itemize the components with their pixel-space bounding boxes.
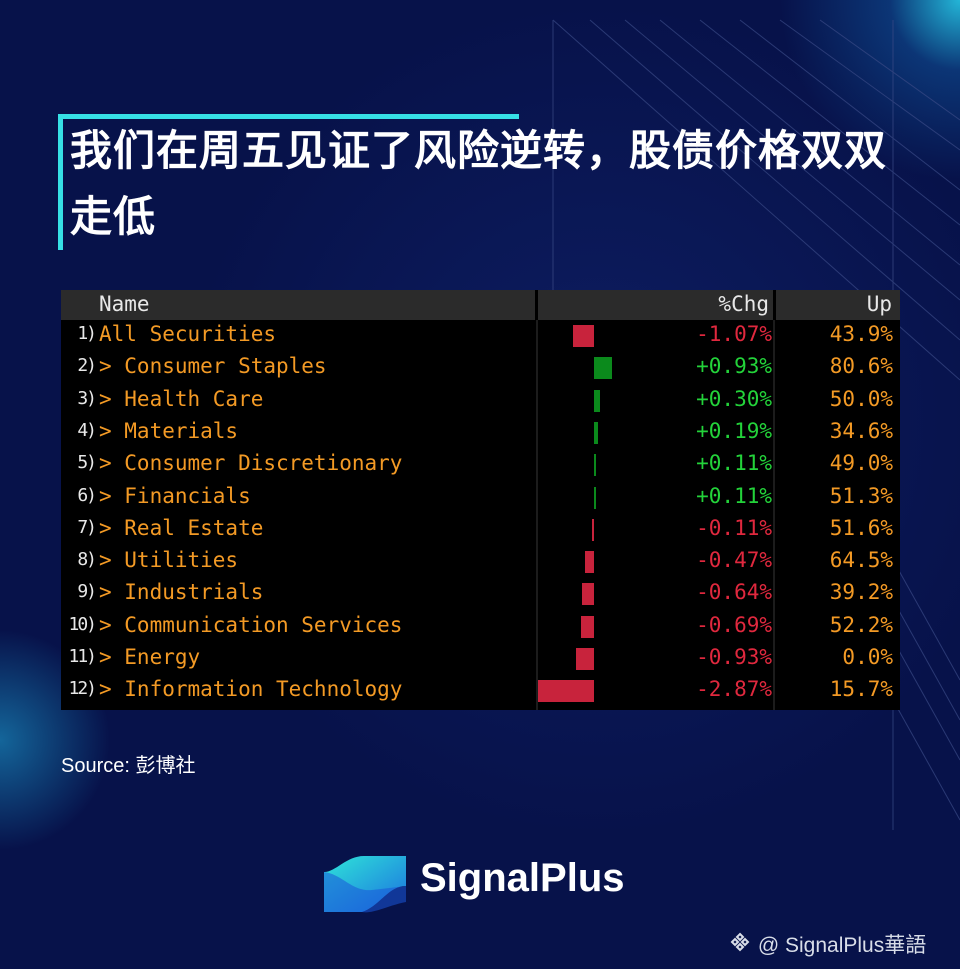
- change-bar: [581, 583, 594, 606]
- watermark-text: @ SignalPlus華語: [757, 934, 927, 957]
- row-number: 1): [77, 323, 97, 344]
- table-row[interactable]: 9) > Industrials -0.64% 39.2%: [61, 578, 900, 610]
- row-name: > Communication Services: [99, 612, 403, 637]
- row-up: 50.0%: [829, 386, 893, 411]
- row-change: -1.07%: [696, 322, 772, 346]
- row-up: 51.6%: [829, 515, 893, 540]
- change-bar: [573, 325, 594, 347]
- row-name: > Industrials: [99, 580, 264, 605]
- change-bar: [580, 615, 594, 638]
- row-up: 0.0%: [842, 645, 893, 669]
- table-row[interactable]: 10) > Communication Services -0.69% 52.2%: [61, 611, 900, 643]
- row-up: 51.3%: [829, 483, 893, 508]
- row-name: > Utilities: [99, 548, 239, 573]
- row-up: 49.0%: [829, 451, 893, 476]
- header-divider: [535, 290, 538, 320]
- headline-block: 我们在周五见证了风险逆转，股债价格双双走低: [58, 114, 918, 250]
- row-name: > Materials: [99, 418, 239, 443]
- table-row[interactable]: 12) > Information Technology -2.87% 15.7%: [61, 675, 900, 707]
- table-row[interactable]: 4) > Materials +0.19% 34.6%: [61, 417, 900, 449]
- row-name: > Consumer Staples: [99, 354, 327, 379]
- table-row[interactable]: 8) > Utilities -0.47% 64.5%: [61, 546, 900, 578]
- row-change: -0.93%: [696, 645, 772, 669]
- row-name: > Consumer Discretionary: [99, 451, 403, 476]
- row-number: 11): [68, 646, 97, 667]
- row-change: -0.64%: [696, 580, 772, 605]
- change-bar: [538, 680, 594, 703]
- table-header: Name %Chg Up: [61, 290, 900, 320]
- row-name: > Real Estate: [99, 515, 264, 540]
- row-change: +0.11%: [696, 483, 772, 508]
- accent-horizontal-bar: [58, 114, 519, 119]
- change-bar: [584, 551, 594, 574]
- table-row[interactable]: 2) > Consumer Staples +0.93% 80.6%: [61, 352, 900, 384]
- change-bar: [594, 486, 597, 509]
- table-row[interactable]: 5) > Consumer Discretionary +0.11% 49.0%: [61, 449, 900, 481]
- header-name: Name: [99, 292, 150, 316]
- row-change: -0.47%: [696, 548, 772, 573]
- row-up: 64.5%: [829, 548, 893, 573]
- binance-diamond-icon: [730, 932, 752, 958]
- accent-vertical-bar: [58, 114, 63, 250]
- row-number: 12): [68, 678, 97, 700]
- row-up: 34.6%: [829, 418, 893, 443]
- row-up: 15.7%: [829, 677, 893, 702]
- row-name: All Securities: [99, 322, 277, 346]
- change-bar: [575, 648, 594, 670]
- row-up: 52.2%: [829, 612, 893, 637]
- column-divider: [773, 320, 775, 710]
- row-number: 3): [77, 387, 97, 409]
- row-change: -2.87%: [696, 677, 772, 702]
- row-change: -0.69%: [696, 612, 772, 637]
- header-chg: %Chg: [718, 292, 769, 316]
- signalplus-wave-logo-icon: [324, 856, 406, 913]
- row-up: 43.9%: [829, 322, 893, 346]
- row-name: > Health Care: [99, 386, 264, 411]
- change-bar: [594, 389, 600, 412]
- table-row[interactable]: 6) > Financials +0.11% 51.3%: [61, 482, 900, 514]
- row-number: 8): [77, 549, 97, 571]
- row-up: 39.2%: [829, 580, 893, 605]
- table-row[interactable]: 11) > Energy -0.93% 0.0%: [61, 643, 900, 675]
- row-number: 6): [77, 484, 97, 506]
- change-bar: [591, 518, 594, 541]
- table-row[interactable]: 7) > Real Estate -0.11% 51.6%: [61, 514, 900, 546]
- row-number: 9): [77, 581, 97, 603]
- headline-title: 我们在周五见证了风险逆转，股债价格双双走低: [70, 126, 888, 241]
- row-change: +0.93%: [696, 354, 772, 379]
- sector-performance-table: Name %Chg Up 1) All Securities -1.07% 43.9%…: [61, 290, 900, 710]
- row-change: +0.30%: [696, 386, 772, 411]
- row-name: > Financials: [99, 483, 251, 508]
- row-number: 2): [77, 355, 97, 377]
- header-divider: [773, 290, 776, 320]
- row-name: > Energy: [99, 645, 201, 669]
- row-number: 10): [68, 613, 97, 635]
- row-change: +0.19%: [696, 418, 772, 443]
- row-up: 80.6%: [829, 354, 893, 379]
- row-number: 4): [77, 419, 97, 441]
- watermark: @ SignalPlus華語: [730, 929, 926, 959]
- source-note: Source: 彭博社: [61, 755, 196, 777]
- row-change: +0.11%: [696, 451, 772, 476]
- row-number: 5): [77, 452, 97, 474]
- row-name: > Information Technology: [99, 677, 403, 702]
- brand-name: SignalPlus: [420, 856, 625, 900]
- change-bar: [594, 357, 613, 380]
- row-number: 7): [77, 516, 97, 538]
- table-row[interactable]: 1) All Securities -1.07% 43.9%: [61, 320, 900, 352]
- column-divider: [536, 320, 538, 710]
- table-row[interactable]: 3) > Health Care +0.30% 50.0%: [61, 385, 900, 417]
- row-change: -0.11%: [696, 515, 772, 540]
- change-bar: [594, 454, 597, 477]
- header-up: Up: [866, 292, 892, 316]
- change-bar: [594, 421, 598, 444]
